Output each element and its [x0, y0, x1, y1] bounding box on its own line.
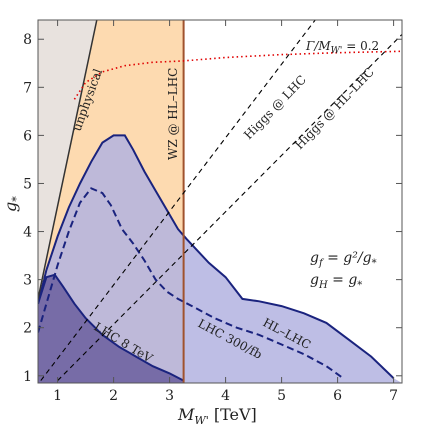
curve-unphysical: [38, 20, 98, 300]
y-tick-label-2: 2: [23, 321, 32, 337]
x-tick-label-1: 1: [53, 388, 62, 404]
y-tick-label-1: 1: [23, 369, 32, 385]
line-higgs-lhc: [40, 20, 316, 381]
x-tick-label-2: 2: [109, 388, 118, 404]
xlabel-sub: W': [194, 414, 208, 427]
line-higgs-hl-lhc: [57, 34, 402, 381]
x-tick-label-4: 4: [221, 388, 230, 404]
x-tick-label-5: 5: [277, 388, 286, 404]
ylabel-sub: *: [10, 196, 23, 202]
plot-frame: [37, 19, 403, 384]
curve-hl-lhc: [38, 134, 395, 379]
y-tick-label-5: 5: [23, 176, 32, 192]
y-tick-label-7: 7: [23, 80, 32, 96]
formula-gh: gH = g*: [310, 272, 362, 291]
y-tick-label-6: 6: [23, 128, 32, 144]
x-tick-label-3: 3: [165, 388, 174, 404]
formula2-rhs: = g: [328, 272, 358, 288]
label-gamma: Γ/MW' = 0.2: [305, 39, 379, 56]
ticks-layer: 1 2 3 4 5 6 7 1 2 3 4 5 6 7 8: [23, 20, 402, 404]
y-tick-label-3: 3: [23, 273, 32, 289]
y-tick-label-4: 4: [23, 225, 32, 241]
xlabel-unit: [TeV]: [209, 405, 257, 424]
formula2-rhs-sub: *: [357, 280, 362, 291]
curve-lhc-300fb: [38, 187, 344, 380]
label-wz-hl-lhc: WZ @ HL–LHC: [166, 68, 180, 160]
x-tick-label-7: 7: [389, 388, 398, 404]
ylabel-main: g: [1, 202, 20, 212]
formula1-rhs-sub: *: [372, 258, 377, 269]
y-axis-label: g*: [1, 196, 23, 212]
xlabel-main: M: [177, 405, 195, 424]
region-lhc-8tev: [38, 274, 184, 383]
gamma-rest: = 0.2: [342, 39, 379, 53]
curve-lhc-8tev: [38, 273, 185, 382]
formula1-lhs: g: [310, 250, 319, 266]
formula2-lhs: g: [310, 272, 319, 288]
formula-gf: gf = g²/g*: [310, 250, 377, 269]
gamma-main: Γ/M: [305, 39, 331, 53]
region-hl-lhc: [38, 135, 402, 383]
gamma-sub: W': [331, 46, 343, 56]
x-axis-label: MW' [TeV]: [177, 405, 257, 427]
formula1-rhs: = g²/g: [323, 250, 372, 266]
lines-layer: [38, 20, 402, 383]
formula2-lhs-sub: H: [318, 280, 328, 291]
formula1-lhs-sub: f: [318, 258, 325, 269]
x-tick-label-6: 6: [333, 388, 342, 404]
line-gamma: [73, 50, 402, 100]
y-tick-label-8: 8: [23, 32, 32, 48]
